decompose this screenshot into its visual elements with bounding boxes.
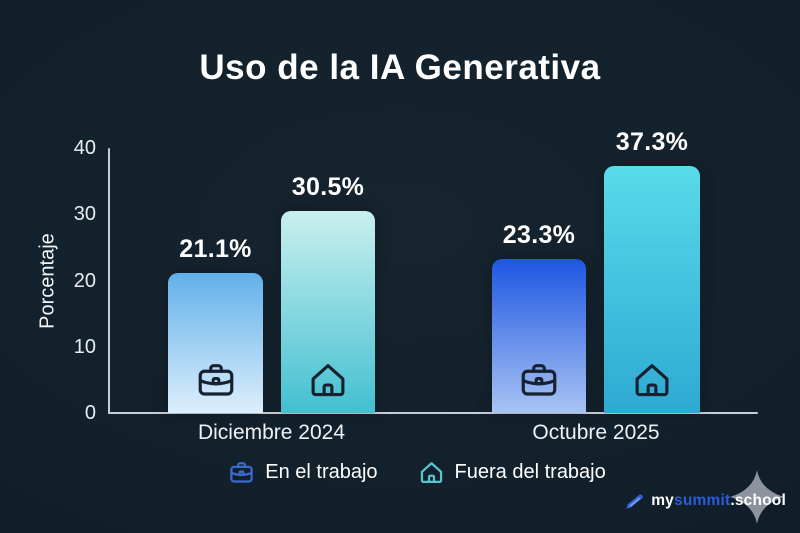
y-tick-20: 20 <box>73 269 96 292</box>
brand-logo: mysummit.school <box>616 470 786 525</box>
x-category-diciembre-2024: Diciembre 2024 <box>197 421 346 444</box>
bar-octubre2025-fuera-del-trabajo <box>604 166 700 413</box>
legend-label: En el trabajo <box>265 461 378 483</box>
bar-diciembre2024-en-el-trabajo <box>168 273 263 413</box>
bar-value-label: 37.3% <box>615 128 689 156</box>
x-category-octubre-2025: Octubre 2025 <box>532 421 660 444</box>
sparkle-star-icon <box>730 470 784 524</box>
y-tick-30: 30 <box>73 203 96 226</box>
legend: En el trabajo Fuera del trabajo <box>0 459 800 486</box>
brand-row: mysummit.school <box>624 490 786 512</box>
bar-value-label: 21.1% <box>179 235 252 263</box>
bar-value-label: 30.5% <box>291 173 365 201</box>
y-tick-0: 0 <box>84 402 96 424</box>
bar-diciembre2024-fuera-del-trabajo <box>281 211 375 413</box>
brand-wordmark: mysummit.school <box>651 492 786 510</box>
brand-prefix: my <box>651 492 674 509</box>
bar-value-label: 23.3% <box>502 221 576 249</box>
legend-item-en-el-trabajo: En el trabajo <box>228 459 378 486</box>
y-tick-40: 40 <box>73 137 96 159</box>
y-tick-10: 10 <box>73 335 96 358</box>
y-axis-line <box>108 148 110 414</box>
brand-highlight: summit <box>674 492 731 509</box>
briefcase-icon <box>230 462 253 483</box>
legend-label: Fuera del trabajo <box>454 461 606 483</box>
pen-icon <box>626 494 643 509</box>
bar-octubre2025-en-el-trabajo <box>492 259 586 413</box>
brand-suffix: .school <box>730 492 786 509</box>
house-icon <box>311 364 345 397</box>
briefcase-icon <box>198 364 233 396</box>
chart-title: Uso de la IA Generativa <box>199 48 601 87</box>
house-icon <box>420 462 442 483</box>
house-icon <box>635 364 669 397</box>
briefcase-icon <box>521 364 557 396</box>
legend-item-fuera-del-trabajo: Fuera del trabajo <box>418 459 606 486</box>
x-axis-line <box>108 412 758 414</box>
